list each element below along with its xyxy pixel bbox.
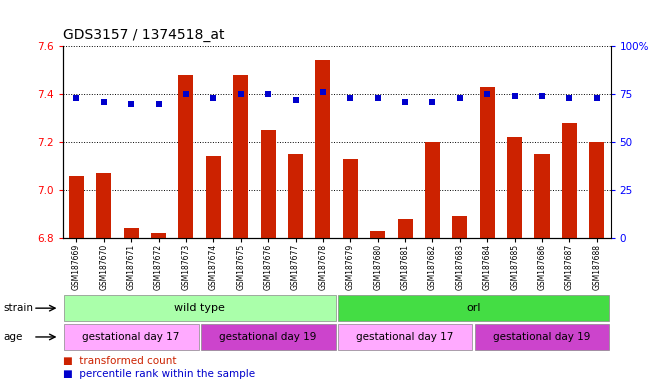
Point (427, 99, 438, 105)
Bar (123, 228, 139, 238)
Bar (343, 159, 358, 238)
Text: ■  transformed count: ■ transformed count (63, 356, 176, 366)
Point (482, 91, 492, 97)
Bar (69, 175, 84, 238)
Point (317, 89, 328, 95)
Point (126, 101, 137, 107)
Point (153, 101, 164, 107)
Bar (64, 324, 199, 350)
Bar (562, 123, 577, 238)
Point (372, 95, 383, 101)
Point (510, 93, 520, 99)
Bar (206, 157, 221, 238)
Bar (288, 154, 303, 238)
Bar (201, 324, 335, 350)
Point (236, 91, 246, 97)
Bar (425, 142, 440, 238)
Bar (370, 231, 385, 238)
Bar (338, 324, 473, 350)
Text: GDS3157 / 1374518_at: GDS3157 / 1374518_at (63, 28, 224, 42)
Text: strain: strain (3, 303, 33, 313)
Point (455, 95, 465, 101)
Text: gestational day 19: gestational day 19 (493, 332, 591, 342)
Text: age: age (3, 332, 22, 342)
Point (208, 95, 218, 101)
Bar (338, 295, 609, 321)
Bar (178, 75, 193, 238)
Point (290, 97, 301, 103)
Bar (261, 130, 276, 238)
Point (181, 91, 191, 97)
Text: gestational day 19: gestational day 19 (219, 332, 317, 342)
Bar (480, 87, 495, 238)
Bar (452, 217, 467, 238)
Text: gestational day 17: gestational day 17 (82, 332, 180, 342)
Point (564, 95, 575, 101)
Text: gestational day 17: gestational day 17 (356, 332, 454, 342)
Bar (507, 137, 522, 238)
Point (345, 95, 356, 101)
Text: wild type: wild type (174, 303, 225, 313)
Point (98, 99, 109, 105)
Bar (589, 142, 605, 238)
Bar (151, 233, 166, 238)
Bar (397, 219, 412, 238)
Point (400, 99, 411, 105)
Bar (64, 295, 335, 321)
Bar (315, 60, 331, 238)
Point (263, 91, 273, 97)
Bar (535, 154, 550, 238)
Text: orl: orl (467, 303, 480, 313)
Bar (96, 173, 112, 238)
Point (71, 95, 82, 101)
Bar (233, 75, 248, 238)
Text: ■  percentile rank within the sample: ■ percentile rank within the sample (63, 369, 255, 379)
Point (591, 95, 602, 101)
Point (537, 93, 547, 99)
Bar (475, 324, 609, 350)
